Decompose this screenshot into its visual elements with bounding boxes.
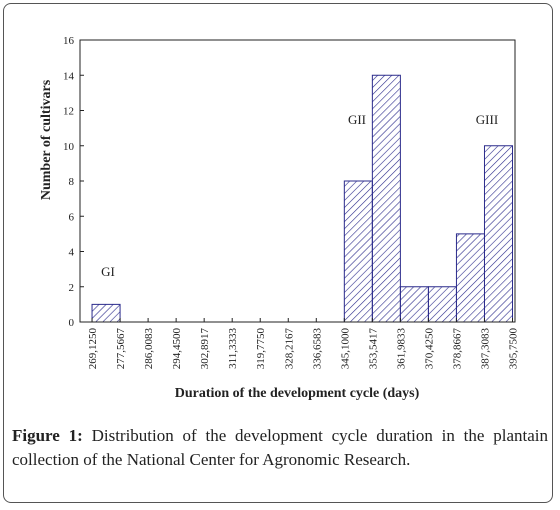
y-axis-label: Number of cultivars [39,79,54,200]
figure-frame [3,3,553,503]
x-tick-label: 286,0083 [143,328,155,370]
x-tick-label: 319,7750 [255,328,267,370]
bar [455,233,485,323]
x-tick-label: 395,7500 [508,328,520,370]
caption-label: Figure 1: [12,426,83,445]
x-tick-label: 345,1000 [339,328,351,370]
bar [427,286,457,323]
x-tick-label: 269,1250 [87,328,99,370]
bar [399,286,429,323]
x-tick-label: 336,6583 [311,328,323,370]
annotation: GI [101,264,115,279]
x-tick-label: 302,8917 [199,328,211,370]
annotation: GIII [476,112,498,127]
y-tick-label: 2 [69,282,75,294]
caption-text: Distribution of the development cycle du… [12,426,548,469]
bar [91,303,121,323]
caption: Figure 1: Distribution of the developmen… [12,424,548,472]
y-tick-label: 14 [63,70,75,82]
annotation: GII [348,112,366,127]
y-tick-label: 8 [69,176,75,188]
bar [483,145,514,323]
y-tick-label: 4 [69,247,75,259]
bar [371,74,401,323]
y-tick-label: 12 [63,106,74,118]
x-tick-label: 387,3083 [479,328,491,370]
y-tick-label: 6 [69,211,75,223]
x-tick-label: 277,5667 [115,328,127,370]
y-tick-label: 10 [63,141,75,153]
x-axis-label: Duration of the development cycle (days) [175,386,420,401]
x-tick-label: 328,2167 [283,328,295,370]
x-tick-label: 294,4500 [171,328,183,370]
y-tick-label: 0 [69,317,75,329]
x-tick-label: 370,4250 [423,328,435,370]
x-tick-label: 311,3333 [227,328,239,369]
y-tick-label: 16 [63,35,75,47]
chart: Number of cultivars Duration of the deve… [39,35,520,401]
x-tick-label: 353,5417 [367,328,379,370]
bar [343,180,373,323]
plot-frame [79,39,516,323]
x-tick-label: 378,8667 [451,328,463,370]
x-tick-label: 361,9833 [395,328,407,370]
